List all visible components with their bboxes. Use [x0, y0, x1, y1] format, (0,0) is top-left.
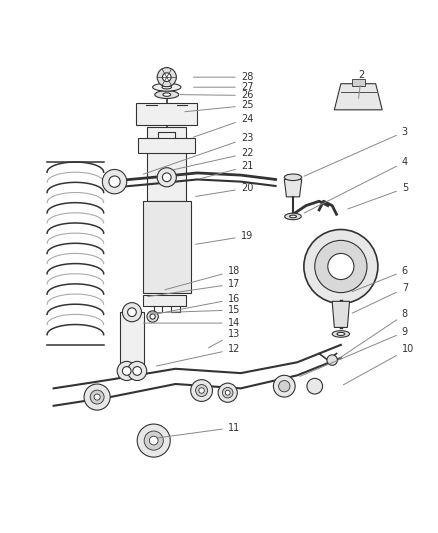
Text: 3: 3	[304, 126, 408, 176]
Text: 22: 22	[172, 148, 253, 170]
Text: 14: 14	[143, 318, 240, 328]
Text: 21: 21	[200, 161, 253, 179]
Circle shape	[162, 73, 171, 82]
Text: 9: 9	[300, 327, 408, 376]
FancyBboxPatch shape	[120, 312, 144, 371]
Circle shape	[196, 384, 208, 397]
Text: 24: 24	[193, 114, 253, 137]
Circle shape	[84, 384, 110, 410]
Text: 25: 25	[185, 100, 253, 112]
Circle shape	[157, 168, 177, 187]
Circle shape	[137, 424, 170, 457]
Circle shape	[102, 169, 127, 194]
Circle shape	[150, 314, 155, 319]
Circle shape	[327, 355, 337, 365]
Circle shape	[273, 375, 295, 397]
FancyBboxPatch shape	[143, 295, 186, 305]
Text: 23: 23	[143, 133, 253, 174]
FancyBboxPatch shape	[138, 138, 195, 154]
Ellipse shape	[152, 83, 181, 91]
Text: 11: 11	[156, 423, 240, 438]
Polygon shape	[332, 301, 350, 327]
Circle shape	[307, 378, 322, 394]
Text: 6: 6	[352, 266, 408, 292]
Circle shape	[225, 390, 230, 395]
FancyBboxPatch shape	[143, 201, 191, 293]
Circle shape	[94, 394, 100, 400]
Text: 19: 19	[196, 231, 253, 244]
Circle shape	[122, 303, 141, 322]
Circle shape	[162, 173, 171, 182]
Text: 4: 4	[304, 157, 408, 213]
Circle shape	[191, 379, 212, 401]
Circle shape	[144, 431, 163, 450]
Text: 7: 7	[352, 283, 408, 313]
Circle shape	[223, 387, 233, 398]
Text: 28: 28	[194, 72, 253, 82]
Text: 15: 15	[150, 305, 240, 315]
Circle shape	[90, 390, 104, 404]
FancyBboxPatch shape	[352, 79, 365, 86]
Text: 13: 13	[208, 329, 240, 348]
Text: 10: 10	[343, 344, 414, 385]
Text: 18: 18	[165, 266, 240, 290]
Circle shape	[279, 381, 290, 392]
Circle shape	[133, 367, 141, 375]
Circle shape	[127, 308, 136, 317]
Circle shape	[199, 388, 204, 393]
Circle shape	[147, 311, 158, 322]
Text: 16: 16	[152, 294, 240, 314]
Circle shape	[127, 361, 147, 381]
Ellipse shape	[163, 93, 171, 96]
Ellipse shape	[285, 213, 301, 220]
Polygon shape	[284, 180, 302, 197]
Circle shape	[157, 68, 177, 87]
Text: 26: 26	[180, 91, 253, 100]
Text: 12: 12	[156, 344, 240, 366]
Polygon shape	[334, 84, 382, 110]
Circle shape	[109, 176, 120, 187]
Text: 5: 5	[348, 183, 408, 209]
Ellipse shape	[290, 215, 297, 218]
Ellipse shape	[162, 85, 172, 89]
Circle shape	[304, 230, 378, 303]
Text: 20: 20	[196, 183, 253, 197]
Circle shape	[122, 367, 131, 375]
Ellipse shape	[337, 333, 345, 335]
Circle shape	[149, 436, 158, 445]
Circle shape	[218, 383, 237, 402]
Text: 2: 2	[358, 70, 364, 99]
Circle shape	[117, 361, 136, 381]
Ellipse shape	[332, 330, 350, 337]
FancyBboxPatch shape	[136, 103, 197, 125]
Ellipse shape	[284, 174, 302, 181]
Circle shape	[328, 254, 354, 279]
Circle shape	[315, 240, 367, 293]
Text: 8: 8	[339, 309, 408, 359]
Text: 27: 27	[194, 82, 253, 92]
Ellipse shape	[155, 91, 179, 99]
Text: 17: 17	[148, 279, 240, 296]
FancyBboxPatch shape	[147, 127, 186, 201]
